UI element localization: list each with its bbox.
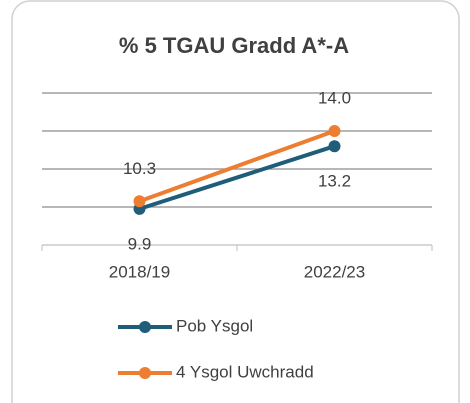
data-label: 9.9 xyxy=(128,234,152,253)
x-tick-label: 2018/19 xyxy=(109,262,170,281)
data-label: 10.3 xyxy=(123,159,156,178)
point xyxy=(328,125,341,137)
series-line xyxy=(138,144,336,211)
legend-marker xyxy=(139,321,151,333)
legend-label: Pob Ysgol xyxy=(176,316,253,335)
point xyxy=(328,140,341,153)
data-label: 13.2 xyxy=(318,172,351,191)
legend-label: 4 Ysgol Uwchradd xyxy=(176,362,314,381)
legend-marker xyxy=(139,367,151,379)
x-tick-label: 2022/23 xyxy=(304,262,365,281)
chart-frame xyxy=(11,0,460,403)
chart-title: % 5 TGAU Gradd A*-A xyxy=(119,33,349,58)
data-label: 14.0 xyxy=(318,88,351,107)
series-line xyxy=(138,129,336,204)
point xyxy=(133,195,146,208)
